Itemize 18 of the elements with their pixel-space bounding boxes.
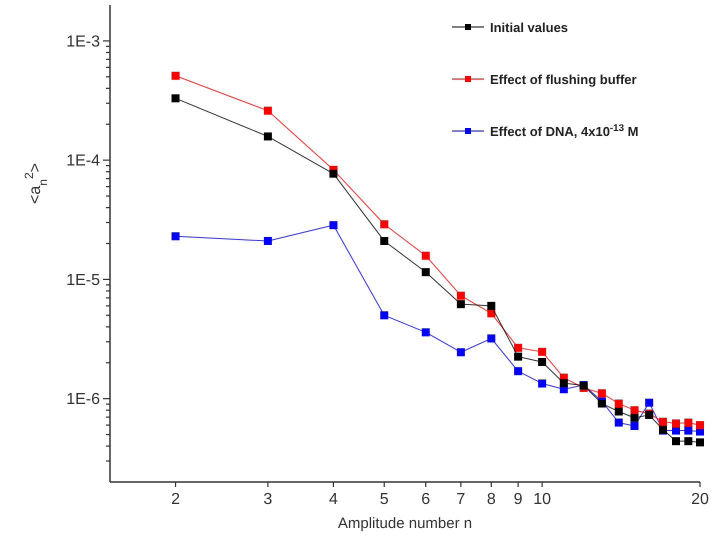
y-tick-label: 1E-3: [66, 34, 100, 50]
x-tick-label: 5: [380, 491, 389, 508]
y-tick-label: 1E-5: [66, 272, 100, 289]
legend-label: Effect of flushing buffer: [490, 72, 637, 87]
x-tick-label: 4: [328, 491, 338, 508]
x-tick-label: 2: [171, 491, 180, 508]
legend-label: Effect of DNA, 4x10$^{-13}$ M: [490, 122, 638, 139]
x-tick-label: 20: [691, 491, 709, 508]
x-tick-label: 7: [456, 491, 466, 508]
x-tick-label: 10: [533, 491, 552, 508]
x-tick-label: 9: [514, 491, 523, 508]
x-tick-label: 6: [421, 491, 430, 508]
x-axis-title: Amplitude number n: [338, 515, 472, 532]
y-tick-label: 1E-4: [66, 152, 100, 170]
y-tick-label: 1E-6: [66, 391, 100, 408]
legend-label: Initial values: [490, 20, 568, 35]
x-tick-label: 3: [263, 491, 272, 508]
x-tick-label: 8: [486, 491, 496, 508]
